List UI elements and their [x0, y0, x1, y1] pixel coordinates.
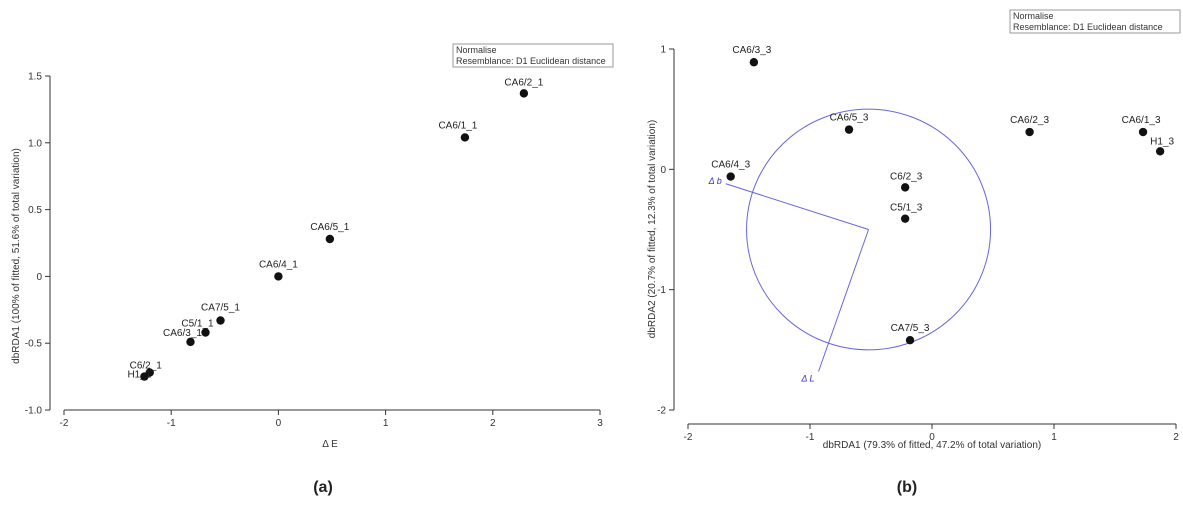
b-vector-line [818, 229, 870, 372]
b-point [726, 172, 735, 181]
b-point-label: H1_3 [1150, 136, 1174, 147]
chart-a-axes: -2 -1 0 1 2 3 -1.0 -0.5 0 0.5 1.0 1.5 [25, 72, 603, 430]
a-point-label: CA6/4_1 [259, 259, 298, 270]
a-point [186, 337, 195, 347]
b-x-tick-label: -1 [806, 432, 815, 443]
b-correlation-circle [746, 108, 992, 351]
a-point [216, 316, 225, 325]
a-x-tick-label: 1 [383, 418, 389, 429]
chart-a-legend-line-1: Normalise [456, 45, 497, 55]
a-y-tick-label: -1.0 [25, 406, 43, 417]
b-point-label: CA7/5_3 [891, 323, 930, 334]
b-point [900, 183, 910, 192]
a-x-tick-label: 3 [597, 418, 603, 429]
chart-a-x-axis-title: Δ E [322, 439, 338, 450]
a-point [460, 133, 470, 142]
a-y-tick-label: 1.5 [28, 72, 42, 83]
b-point [900, 214, 910, 223]
a-point [519, 89, 529, 98]
a-x-tick-label: 0 [276, 418, 282, 429]
b-point-label: CA6/5_3 [830, 113, 869, 124]
b-x-tick-label: 2 [1173, 432, 1179, 443]
chart-a-legend: Normalise Resemblance: D1 Euclidean dist… [452, 43, 614, 68]
a-point-label: CA7/5_1 [201, 302, 240, 313]
a-y-tick-label: 0.5 [28, 205, 42, 216]
b-vector-label: Δ b [708, 176, 722, 186]
a-y-tick-label: 1.0 [28, 138, 42, 149]
chart-b-overlay: Δ b Δ L [708, 108, 992, 383]
chart-b-axes: -2 -1 0 1 2 -2 -1 0 1 [657, 45, 1179, 444]
chart-b: Normalise Resemblance: D1 Euclidean dist… [647, 9, 1181, 496]
a-point-label: CA6/1_1 [438, 120, 477, 131]
a-point-label: C5/1_1 [181, 319, 214, 330]
b-point [749, 58, 759, 67]
chart-a: Normalise Resemblance: D1 Euclidean dist… [11, 43, 614, 496]
b-point [1138, 127, 1148, 137]
b-point [844, 125, 854, 134]
a-point [201, 328, 210, 337]
chart-b-x-axis-title: dbRDA1 (79.3% of fitted, 47.2% of total … [823, 440, 1041, 451]
b-point-label: C6/2_3 [890, 171, 923, 182]
a-point [325, 234, 335, 244]
a-point-label: CA6/5_1 [310, 222, 349, 233]
b-point [905, 336, 915, 345]
chart-b-legend: Normalise Resemblance: D1 Euclidean dist… [1009, 9, 1181, 34]
b-vector-label: Δ L [800, 373, 814, 383]
chart-b-caption: (b) [897, 479, 917, 496]
b-point-label: CA6/3_3 [732, 45, 771, 56]
b-y-tick-label: -1 [657, 285, 666, 296]
chart-a-caption: (a) [313, 479, 333, 496]
chart-a-legend-box [452, 43, 614, 68]
b-vector-line [725, 183, 869, 230]
chart-a-points: CA6/2_1 CA6/1_1 CA6/5_1 CA6/4_1 CA7/5_1 C5/1_… [127, 77, 544, 381]
b-y-tick-label: -2 [657, 406, 666, 417]
chart-b-legend-line-1: Normalise [1013, 11, 1054, 21]
a-x-tick-label: 2 [490, 418, 496, 429]
b-point-label: CA6/1_3 [1122, 115, 1161, 126]
a-point [140, 372, 149, 381]
b-x-tick-label: -2 [684, 432, 693, 443]
a-point [274, 272, 283, 281]
b-x-tick-label: 0 [929, 432, 935, 443]
a-y-tick-label: 0 [36, 272, 42, 283]
b-point-label: C5/1_3 [890, 203, 923, 214]
b-point-label: CA6/4_3 [711, 160, 750, 171]
chart-a-legend-line-2: Resemblance: D1 Euclidean distance [456, 56, 606, 66]
chart-b-legend-line-2: Resemblance: D1 Euclidean distance [1013, 22, 1163, 32]
b-y-tick-label: 1 [660, 45, 666, 56]
b-point-label: CA6/2_3 [1010, 115, 1049, 126]
chart-a-y-axis-title: dbRDA1 (100% of fitted, 51.6% of total v… [11, 148, 22, 364]
a-point-label: H1_1 [127, 370, 151, 381]
a-point-label: CA6/3_1 [163, 328, 202, 339]
a-y-tick-label: -0.5 [25, 339, 43, 350]
a-x-tick-label: -1 [167, 418, 176, 429]
b-point [1025, 127, 1034, 137]
b-point [1155, 147, 1165, 156]
chart-b-y-axis-title: dbRDA2 (20.7% of fitted, 12.3% of total … [647, 120, 658, 338]
b-x-tick-label: 1 [1051, 432, 1057, 443]
chart-b-legend-box [1009, 9, 1181, 34]
chart-b-points: CA6/3_3 CA6/5_3 CA6/2_3 CA6/1_3 H1_3 CA6/4_3 C… [711, 45, 1175, 345]
a-point-label: C6/2_1 [130, 361, 163, 372]
a-point-label: CA6/2_1 [504, 77, 543, 88]
b-y-tick-label: 0 [660, 165, 666, 176]
a-x-tick-label: -2 [60, 418, 69, 429]
